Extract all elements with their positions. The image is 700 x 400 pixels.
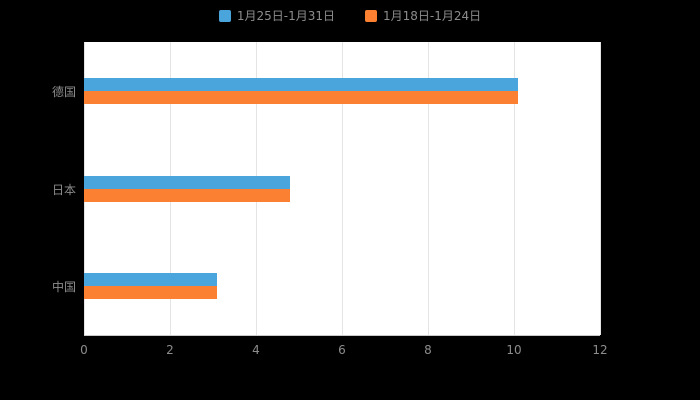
bar — [84, 175, 291, 189]
y-category-label: 日本 — [51, 182, 76, 197]
x-tick-label: 8 — [424, 343, 432, 357]
x-tick-label: 0 — [80, 343, 88, 357]
x-tick-label: 10 — [506, 343, 522, 357]
plot-area — [84, 42, 601, 336]
x-tick-label: 4 — [252, 343, 260, 357]
bar — [84, 90, 519, 104]
bar — [84, 188, 291, 202]
legend: 1月25日-1月31日 1月18日-1月24日 — [0, 7, 700, 24]
x-tick-label: 12 — [592, 343, 608, 357]
legend-item[interactable]: 1月18日-1月24日 — [365, 7, 481, 24]
bar — [84, 77, 519, 91]
legend-label: 1月18日-1月24日 — [383, 9, 482, 23]
y-category-label: 中国 — [51, 280, 76, 295]
grid-line — [428, 42, 429, 335]
grid-line — [514, 42, 515, 335]
legend-label: 1月25日-1月31日 — [236, 9, 335, 23]
bar — [84, 286, 218, 300]
x-tick-label: 2 — [166, 343, 174, 357]
grid-line — [600, 42, 601, 335]
grid-line — [342, 42, 343, 335]
y-category-label: 德国 — [51, 84, 76, 99]
x-tick-label: 6 — [338, 343, 346, 357]
legend-item[interactable]: 1月25日-1月31日 — [218, 7, 335, 24]
legend-swatch-icon — [365, 9, 377, 22]
legend-swatch-icon — [218, 9, 231, 22]
bar — [84, 273, 218, 287]
